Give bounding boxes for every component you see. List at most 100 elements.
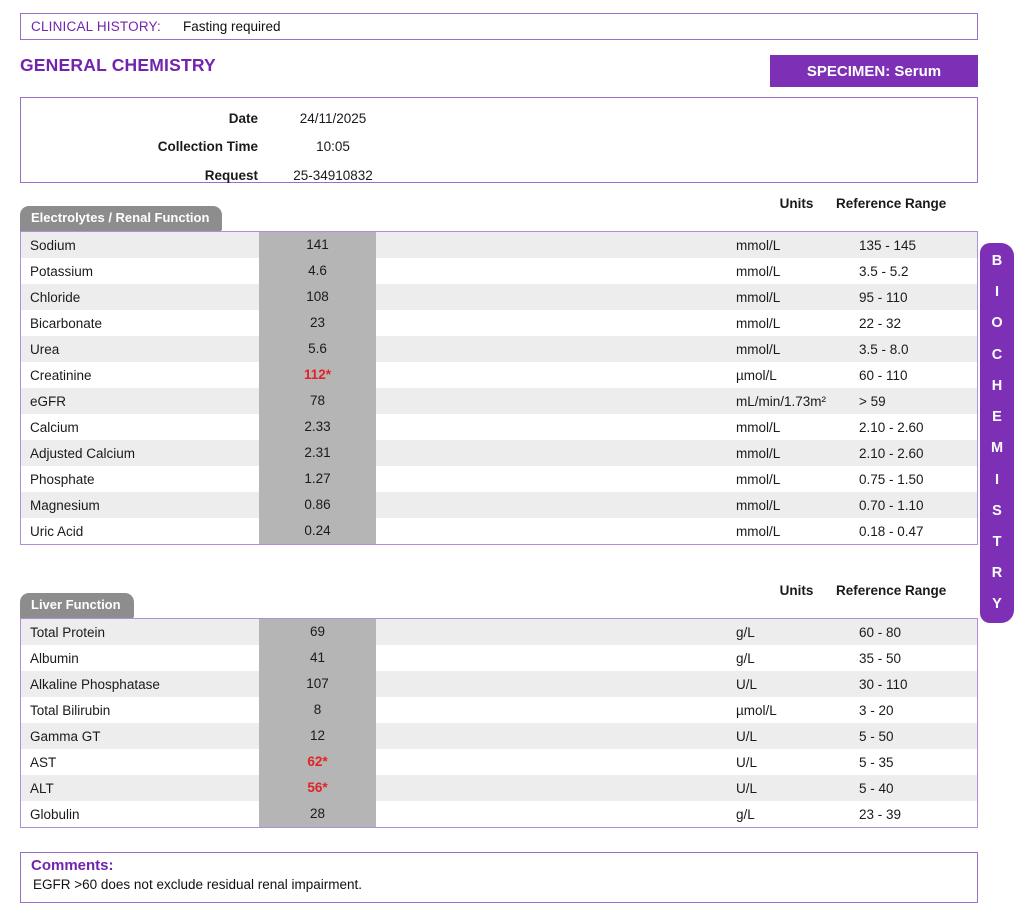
units-column-header: Units xyxy=(779,583,814,598)
result-row: Total Protein 69 g/L 60 - 80 xyxy=(21,619,977,645)
reference-range: 22 - 32 xyxy=(859,315,902,331)
reference-range: > 59 xyxy=(859,393,886,409)
result-row: Albumin 41 g/L 35 - 50 xyxy=(21,645,977,671)
result-value: 78 xyxy=(259,388,376,414)
reference-range: 5 - 40 xyxy=(859,780,894,796)
result-row: Total Bilirubin 8 µmol/L 3 - 20 xyxy=(21,697,977,723)
result-units: U/L xyxy=(736,754,758,770)
reference-range: 0.75 - 1.50 xyxy=(859,471,924,487)
result-value: 108 xyxy=(259,284,376,310)
analyte-name: AST xyxy=(30,754,57,770)
reference-range: 2.10 - 2.60 xyxy=(859,419,924,435)
result-value: 141 xyxy=(259,232,376,258)
biochemistry-tab-letter: O xyxy=(991,315,1003,332)
biochemistry-tab-letter: I xyxy=(994,284,1000,301)
result-value-abnormal: 112* xyxy=(259,362,376,388)
results-table-liver-function: Total Protein 69 g/L 60 - 80 Albumin 41 g/L 35 … xyxy=(20,618,978,828)
column-headers: Units Reference Range xyxy=(20,583,978,601)
result-value: 2.33 xyxy=(259,414,376,440)
result-row: Alkaline Phosphatase 107 U/L 30 - 110 xyxy=(21,671,977,697)
analyte-name: Total Protein xyxy=(30,624,106,640)
result-units: mmol/L xyxy=(736,289,781,305)
result-units: mmol/L xyxy=(736,263,781,279)
biochemistry-tab-letter: B xyxy=(991,253,1003,269)
reference-range: 23 - 39 xyxy=(859,806,902,822)
analyte-name: eGFR xyxy=(30,393,67,409)
result-value: 4.6 xyxy=(259,258,376,284)
analyte-name: Creatinine xyxy=(30,367,92,383)
result-value: 5.6 xyxy=(259,336,376,362)
result-row: Adjusted Calcium 2.31 mmol/L 2.10 - 2.60 xyxy=(21,440,977,466)
result-units: µmol/L xyxy=(736,702,777,718)
comments-box: Comments: EGFR >60 does not exclude resi… xyxy=(20,852,978,903)
reference-range: 3.5 - 8.0 xyxy=(859,341,909,357)
result-value: 41 xyxy=(259,645,376,671)
analyte-name: Calcium xyxy=(30,419,79,435)
result-row: Urea 5.6 mmol/L 3.5 - 8.0 xyxy=(21,336,977,362)
reference-range: 3 - 20 xyxy=(859,702,894,718)
biochemistry-tab-letter: Y xyxy=(992,596,1002,613)
analyte-name: ALT xyxy=(30,780,54,796)
result-units: mmol/L xyxy=(736,341,781,357)
result-value: 0.24 xyxy=(259,518,376,544)
analyte-name: Uric Acid xyxy=(30,523,84,539)
analyte-name: Bicarbonate xyxy=(30,315,103,331)
biochemistry-tab-letter: S xyxy=(992,502,1002,519)
request-info-label: Collection Time xyxy=(157,139,258,155)
units-column-header: Units xyxy=(779,196,814,211)
result-units: mmol/L xyxy=(736,419,781,435)
result-value: 23 xyxy=(259,310,376,336)
specimen-badge: SPECIMEN: Serum xyxy=(770,55,978,87)
reference-range: 2.10 - 2.60 xyxy=(859,445,924,461)
analyte-name: Magnesium xyxy=(30,497,100,513)
result-value: 0.86 xyxy=(259,492,376,518)
request-info-row: Request 25-34910832 xyxy=(21,161,977,190)
result-row: Globulin 28 g/L 23 - 39 xyxy=(21,801,977,827)
result-units: g/L xyxy=(736,624,755,640)
result-row: Uric Acid 0.24 mmol/L 0.18 - 0.47 xyxy=(21,518,977,544)
result-row: AST 62* U/L 5 - 35 xyxy=(21,749,977,775)
result-row: Bicarbonate 23 mmol/L 22 - 32 xyxy=(21,310,977,336)
request-info-label: Request xyxy=(204,167,258,183)
analyte-name: Urea xyxy=(30,341,60,357)
request-info-row: Date 24/11/2025 xyxy=(21,104,977,133)
result-value: 2.31 xyxy=(259,440,376,466)
biochemistry-tab-letter: M xyxy=(990,440,1004,457)
result-value: 12 xyxy=(259,723,376,749)
panel-tab-electrolytes-renal: Electrolytes / Renal Function xyxy=(20,206,223,231)
reference-range: 60 - 110 xyxy=(859,367,908,383)
result-units: mmol/L xyxy=(736,523,781,539)
request-info-row: Collection Time 10:05 xyxy=(21,133,977,162)
reference-range: 35 - 50 xyxy=(859,650,902,666)
result-units: g/L xyxy=(736,806,755,822)
reference-range: 95 - 110 xyxy=(859,289,908,305)
request-info-value: 25-34910832 xyxy=(293,167,373,183)
panel-tab-liver-function: Liver Function xyxy=(20,593,134,618)
analyte-name: Sodium xyxy=(30,237,76,253)
comments-text: EGFR >60 does not exclude residual renal… xyxy=(33,877,363,892)
result-row: Magnesium 0.86 mmol/L 0.70 - 1.10 xyxy=(21,492,977,518)
reference-range: 3.5 - 5.2 xyxy=(859,263,909,279)
result-row: Phosphate 1.27 mmol/L 0.75 - 1.50 xyxy=(21,466,977,492)
page-title: GENERAL CHEMISTRY xyxy=(20,55,216,75)
analyte-name: Total Bilirubin xyxy=(30,702,111,718)
result-row: Calcium 2.33 mmol/L 2.10 - 2.60 xyxy=(21,414,977,440)
biochemistry-tab-letter: H xyxy=(991,377,1003,394)
reference-range: 5 - 50 xyxy=(859,728,894,744)
result-units: g/L xyxy=(736,650,755,666)
analyte-name: Phosphate xyxy=(30,471,95,487)
result-value: 28 xyxy=(259,801,376,827)
analyte-name: Globulin xyxy=(30,806,80,822)
result-row: Potassium 4.6 mmol/L 3.5 - 5.2 xyxy=(21,258,977,284)
request-info-box: Date 24/11/2025 Collection Time 10:05 Reques… xyxy=(20,97,978,183)
result-value-abnormal: 62* xyxy=(259,749,376,775)
request-info-value: 24/11/2025 xyxy=(299,110,367,126)
reference-range: 60 - 80 xyxy=(859,624,902,640)
liver-function-section: Units Reference Range Liver Function Tot… xyxy=(20,583,978,828)
analyte-name: Potassium xyxy=(30,263,94,279)
biochemistry-tab-letter: R xyxy=(991,565,1003,582)
result-row: eGFR 78 mL/min/1.73m² > 59 xyxy=(21,388,977,414)
electrolytes-renal-section: Units Reference Range Electrolytes / Ren… xyxy=(20,196,978,545)
reference-range: 0.18 - 0.47 xyxy=(859,523,924,539)
result-row: Creatinine 112* µmol/L 60 - 110 xyxy=(21,362,977,388)
